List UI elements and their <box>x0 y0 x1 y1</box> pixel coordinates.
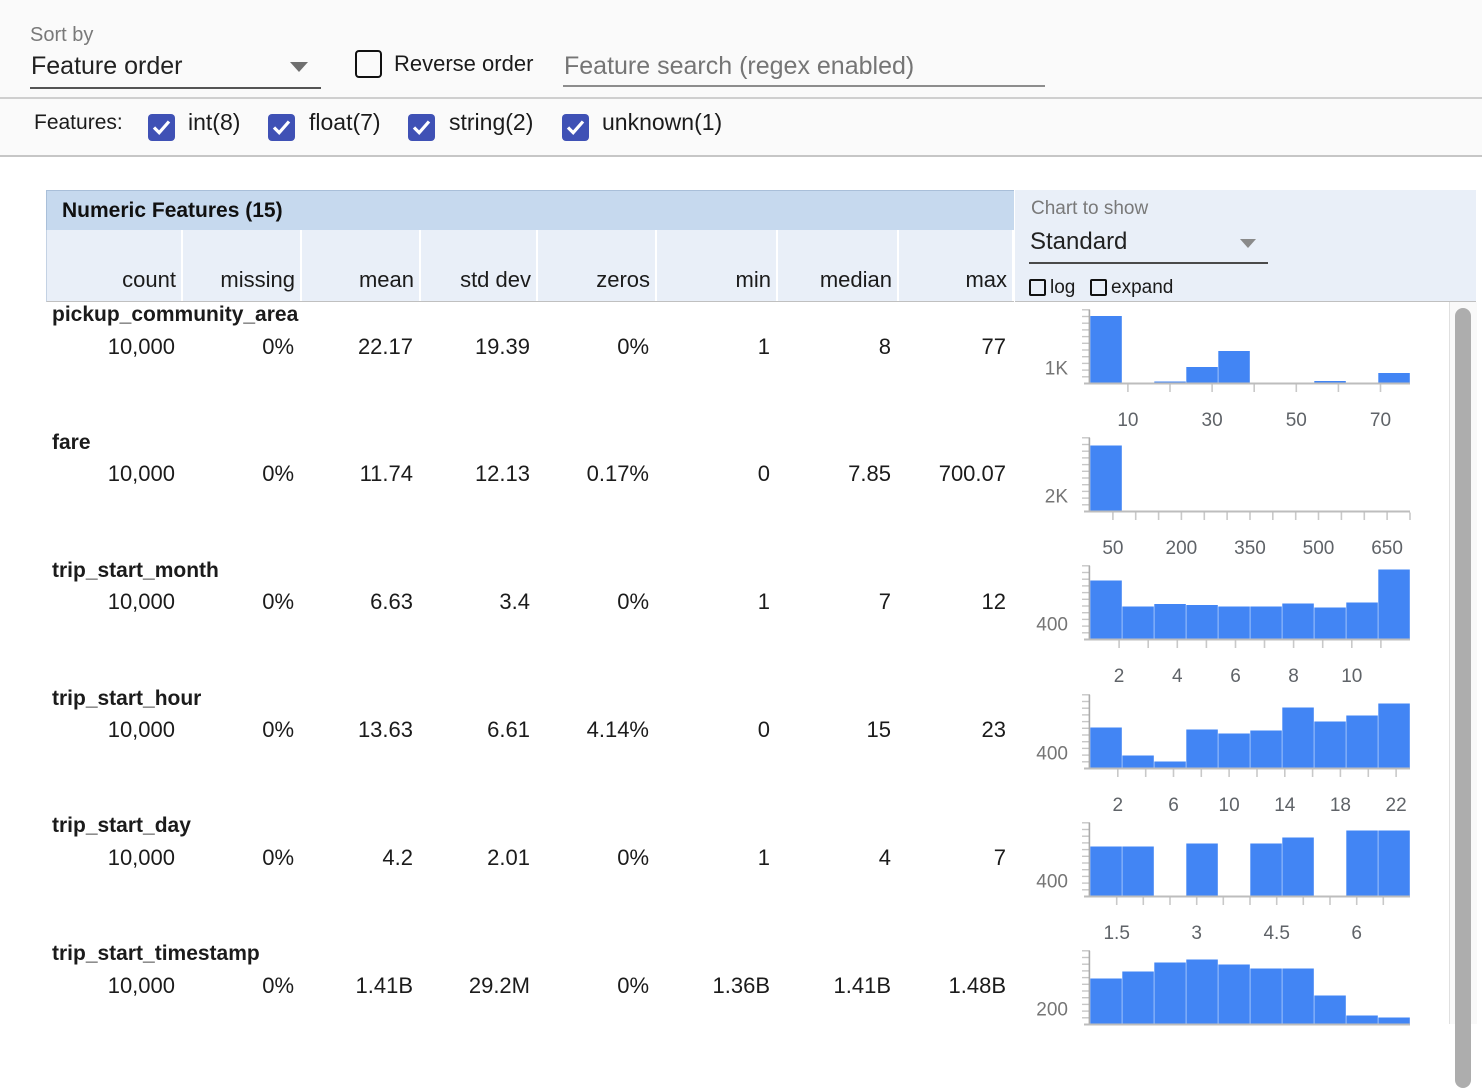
svg-text:400: 400 <box>1036 743 1068 764</box>
svg-text:6: 6 <box>1351 923 1362 944</box>
svg-text:50: 50 <box>1286 410 1307 431</box>
svg-text:10: 10 <box>1341 666 1362 687</box>
svg-text:400: 400 <box>1036 871 1068 892</box>
svg-text:30: 30 <box>1202 410 1223 431</box>
svg-text:500: 500 <box>1303 538 1335 559</box>
svg-text:200: 200 <box>1036 1000 1068 1021</box>
svg-text:8: 8 <box>1288 666 1299 687</box>
svg-text:650: 650 <box>1371 538 1403 559</box>
svg-text:400: 400 <box>1036 615 1068 636</box>
svg-text:10: 10 <box>1117 410 1138 431</box>
svg-text:350: 350 <box>1234 538 1266 559</box>
svg-text:2K: 2K <box>1045 487 1069 508</box>
svg-text:1K: 1K <box>1045 359 1069 380</box>
svg-text:4.5: 4.5 <box>1263 923 1289 944</box>
svg-text:4: 4 <box>1172 666 1183 687</box>
svg-text:2: 2 <box>1114 666 1125 687</box>
svg-text:70: 70 <box>1370 410 1391 431</box>
svg-text:18: 18 <box>1330 795 1351 816</box>
svg-text:1.5: 1.5 <box>1103 923 1129 944</box>
svg-text:14: 14 <box>1274 795 1296 816</box>
svg-text:200: 200 <box>1166 538 1198 559</box>
svg-text:6: 6 <box>1230 666 1241 687</box>
svg-text:3: 3 <box>1191 923 1202 944</box>
svg-text:2: 2 <box>1113 795 1124 816</box>
svg-text:6: 6 <box>1168 795 1179 816</box>
svg-text:22: 22 <box>1386 795 1407 816</box>
svg-text:10: 10 <box>1219 795 1240 816</box>
svg-text:50: 50 <box>1102 538 1123 559</box>
